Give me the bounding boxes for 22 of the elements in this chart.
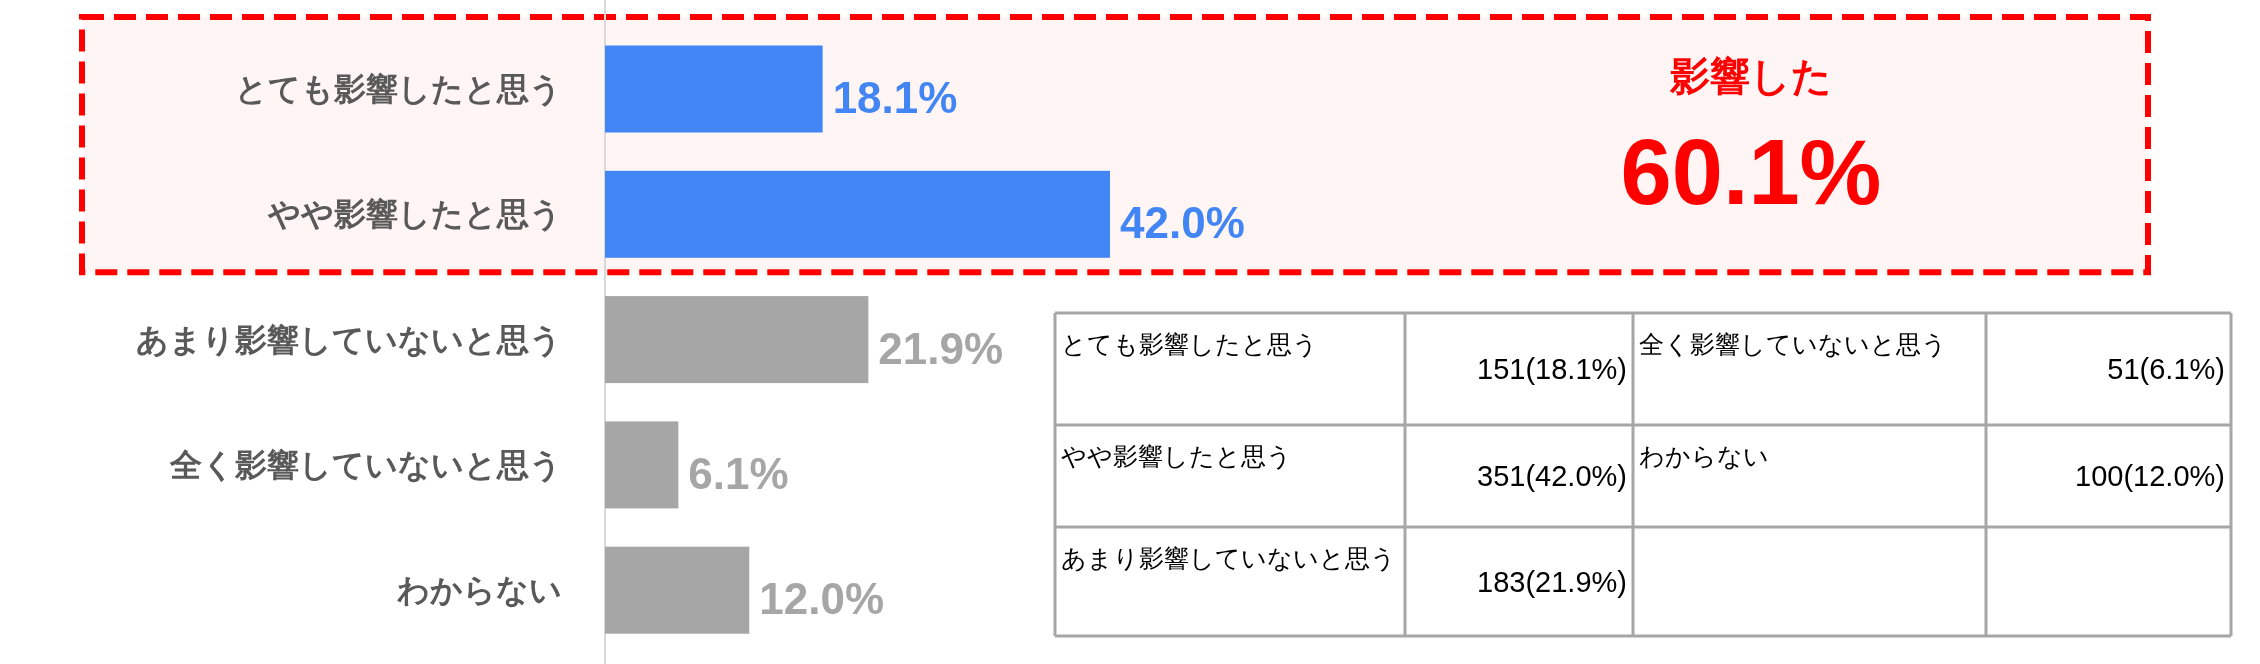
y-tick-label: やや影響したと思う [267, 196, 562, 233]
category-label: わからない [1639, 442, 1769, 470]
text: 60.1% [1620, 121, 1882, 223]
category-label: 全く影響していないと思う [1639, 330, 1947, 358]
band-label: 影響した [1669, 54, 1832, 98]
y-tick-label: わからない [397, 572, 562, 609]
y-tick-label: とても影響したと思う [235, 71, 562, 107]
data-label: 21.9% [878, 323, 1004, 373]
data-label: 6.1% [688, 448, 789, 498]
text: 183(21.9%) [1477, 565, 1627, 598]
text: 51(6.1%) [2107, 353, 2225, 385]
text: 100(12.0%) [2075, 460, 2225, 492]
data-label: 42.0% [1120, 198, 1245, 248]
text: やや影響したと思う [1061, 442, 1292, 470]
category-label: あまり影響していないと思う [1061, 544, 1396, 572]
y-tick-label: 全く影響していないと思う [169, 446, 562, 483]
text: 151(18.1%) [1477, 353, 1627, 385]
text: とても影響したと思う [1061, 330, 1318, 358]
data-label: 18.1% [832, 73, 958, 122]
text: 351(42.0%) [1477, 460, 1627, 492]
y-tick-label: あまり影響していないと思う [136, 321, 562, 358]
data-label: 12.0% [759, 574, 885, 624]
